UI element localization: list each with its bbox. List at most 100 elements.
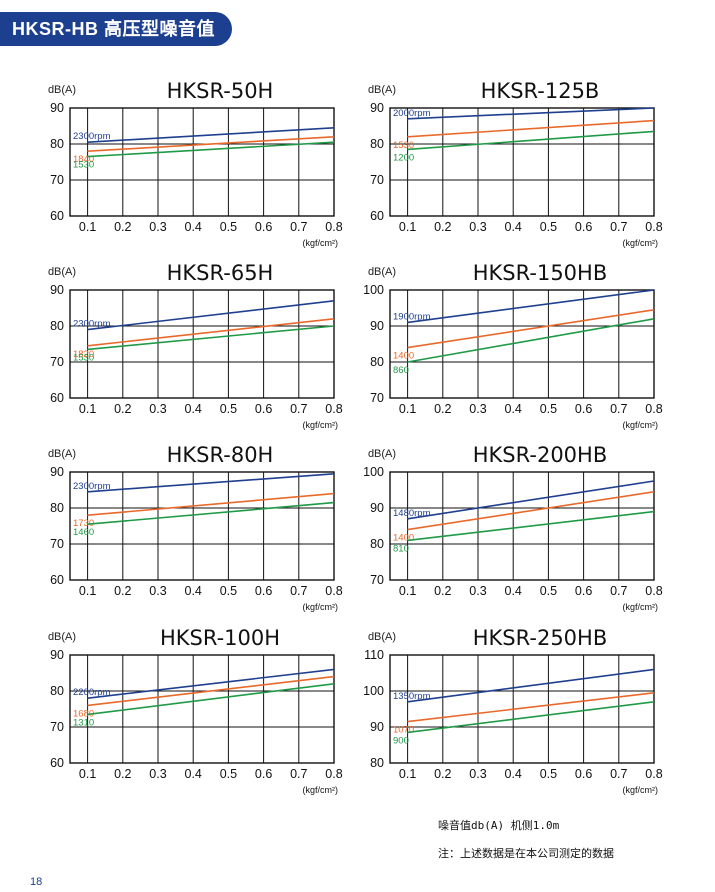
x-tick-label: 0.7 — [610, 767, 627, 781]
y-axis-label: dB(A) — [368, 266, 396, 278]
series-line — [407, 510, 655, 542]
series-label: 2200rpm — [73, 687, 111, 698]
y-tick-label: 110 — [364, 648, 384, 662]
series-line — [87, 136, 335, 152]
chart-title: HKSR-100H — [160, 626, 280, 650]
chart-title: HKSR-80H — [167, 443, 274, 467]
series-line — [87, 492, 335, 516]
series-line — [407, 130, 655, 151]
series-line — [87, 300, 335, 331]
series-label: 1730 — [73, 518, 94, 529]
series-line — [87, 473, 335, 493]
plot-frame — [69, 654, 335, 764]
series-label: 1820 — [73, 349, 94, 360]
x-tick-label: 0.4 — [505, 767, 522, 781]
x-tick-label: 0.1 — [399, 402, 416, 416]
series-label: 1680 — [73, 708, 94, 719]
x-tick-label: 0.3 — [469, 584, 486, 598]
x-axis-unit: (kgf/cm²) — [623, 785, 659, 795]
series-label: 1840 — [73, 154, 94, 165]
y-axis-label: dB(A) — [368, 448, 396, 460]
series-line — [407, 119, 655, 138]
series-line — [87, 141, 335, 158]
x-axis-unit: (kgf/cm²) — [303, 785, 339, 795]
y-tick-label: 80 — [370, 137, 384, 151]
plot-frame — [69, 107, 335, 217]
x-tick-label: 0.6 — [255, 220, 272, 234]
series-label: 2300rpm — [73, 319, 111, 330]
y-tick-label: 90 — [50, 465, 64, 479]
series-line — [87, 501, 335, 525]
series-label: 1350rpm — [393, 691, 431, 702]
x-tick-label: 0.8 — [325, 584, 342, 598]
x-tick-label: 0.1 — [399, 767, 416, 781]
series-line — [407, 289, 655, 324]
chart-hksr-80h: HKSR-80H dB(A) 0.1 0.2 0.3 0.4 0.5 0.6 0.7 0.8 60 7… — [48, 443, 343, 612]
series-label: 1460 — [73, 527, 94, 538]
y-tick-label: 80 — [50, 684, 64, 698]
x-tick-label: 0.8 — [325, 767, 342, 781]
y-tick-label: 90 — [370, 720, 384, 734]
x-tick-label: 0.5 — [220, 220, 237, 234]
series-line — [407, 491, 655, 531]
y-tick-label: 80 — [50, 319, 64, 333]
series-line — [407, 309, 655, 349]
x-tick-label: 0.8 — [325, 220, 342, 234]
x-tick-label: 0.6 — [575, 220, 592, 234]
x-tick-label: 0.5 — [220, 767, 237, 781]
plot-frame — [69, 289, 335, 399]
x-tick-label: 0.6 — [255, 767, 272, 781]
y-tick-label: 80 — [50, 137, 64, 151]
series-label: 1400 — [393, 533, 414, 544]
series-line — [407, 318, 655, 363]
x-tick-label: 0.1 — [79, 402, 96, 416]
x-tick-label: 0.4 — [505, 220, 522, 234]
x-tick-label: 0.7 — [290, 767, 307, 781]
series-line — [407, 668, 655, 703]
x-tick-label: 0.5 — [540, 584, 557, 598]
y-tick-label: 60 — [50, 573, 64, 587]
series-label: 1530 — [393, 140, 414, 151]
x-axis-unit: (kgf/cm²) — [303, 602, 339, 612]
chart-hksr-50h: HKSR-50H dB(A) 0.1 0.2 0.3 0.4 0.5 0.6 0.7 0.8 60 7… — [48, 79, 343, 248]
x-tick-label: 0.2 — [434, 584, 451, 598]
chart-hksr-200hb: HKSR-200HB dB(A) 0.1 0.2 0.3 0.4 0.5 0.6 0.7 0.8 7… — [363, 443, 663, 612]
y-axis-label: dB(A) — [48, 84, 76, 96]
series-line — [87, 318, 335, 347]
x-tick-label: 0.4 — [505, 402, 522, 416]
y-tick-label: 90 — [50, 101, 64, 115]
series-label: 1530 — [73, 352, 94, 363]
x-tick-label: 0.3 — [469, 402, 486, 416]
series-line — [407, 107, 655, 120]
y-axis-label: dB(A) — [368, 84, 396, 96]
y-tick-label: 60 — [50, 756, 64, 770]
chart-title: HKSR-150HB — [473, 261, 608, 285]
x-axis-unit: (kgf/cm²) — [303, 420, 339, 430]
x-tick-label: 0.5 — [540, 767, 557, 781]
plot-frame — [389, 107, 655, 217]
y-tick-label: 100 — [363, 283, 384, 297]
x-tick-label: 0.6 — [255, 402, 272, 416]
note-measurement: 噪音值db(A) 机侧1.0m — [438, 819, 560, 832]
x-tick-label: 0.4 — [185, 767, 202, 781]
chart-title: HKSR-200HB — [473, 443, 608, 467]
x-tick-label: 0.5 — [220, 402, 237, 416]
x-tick-label: 0.7 — [610, 402, 627, 416]
x-axis-unit: (kgf/cm²) — [303, 238, 339, 248]
x-tick-label: 0.6 — [575, 584, 592, 598]
series-line — [87, 668, 335, 699]
y-tick-label: 60 — [50, 209, 64, 223]
series-label: 1200 — [393, 152, 414, 163]
series-label: 1400 — [393, 351, 414, 362]
x-tick-label: 0.5 — [540, 220, 557, 234]
y-tick-label: 80 — [370, 756, 384, 770]
x-tick-label: 0.7 — [290, 584, 307, 598]
y-tick-label: 70 — [50, 537, 64, 551]
y-tick-label: 70 — [50, 720, 64, 734]
chart-hksr-250hb: HKSR-250HB dB(A) 0.1 0.2 0.3 0.4 0.5 0.6 0.7 0.8 8… — [363, 626, 663, 795]
series-label: 2000rpm — [393, 108, 431, 119]
y-tick-label: 70 — [370, 573, 384, 587]
y-tick-label: 60 — [50, 391, 64, 405]
page-header-title: HKSR-HB 高压型噪音值 — [0, 12, 232, 46]
x-tick-label: 0.1 — [399, 220, 416, 234]
